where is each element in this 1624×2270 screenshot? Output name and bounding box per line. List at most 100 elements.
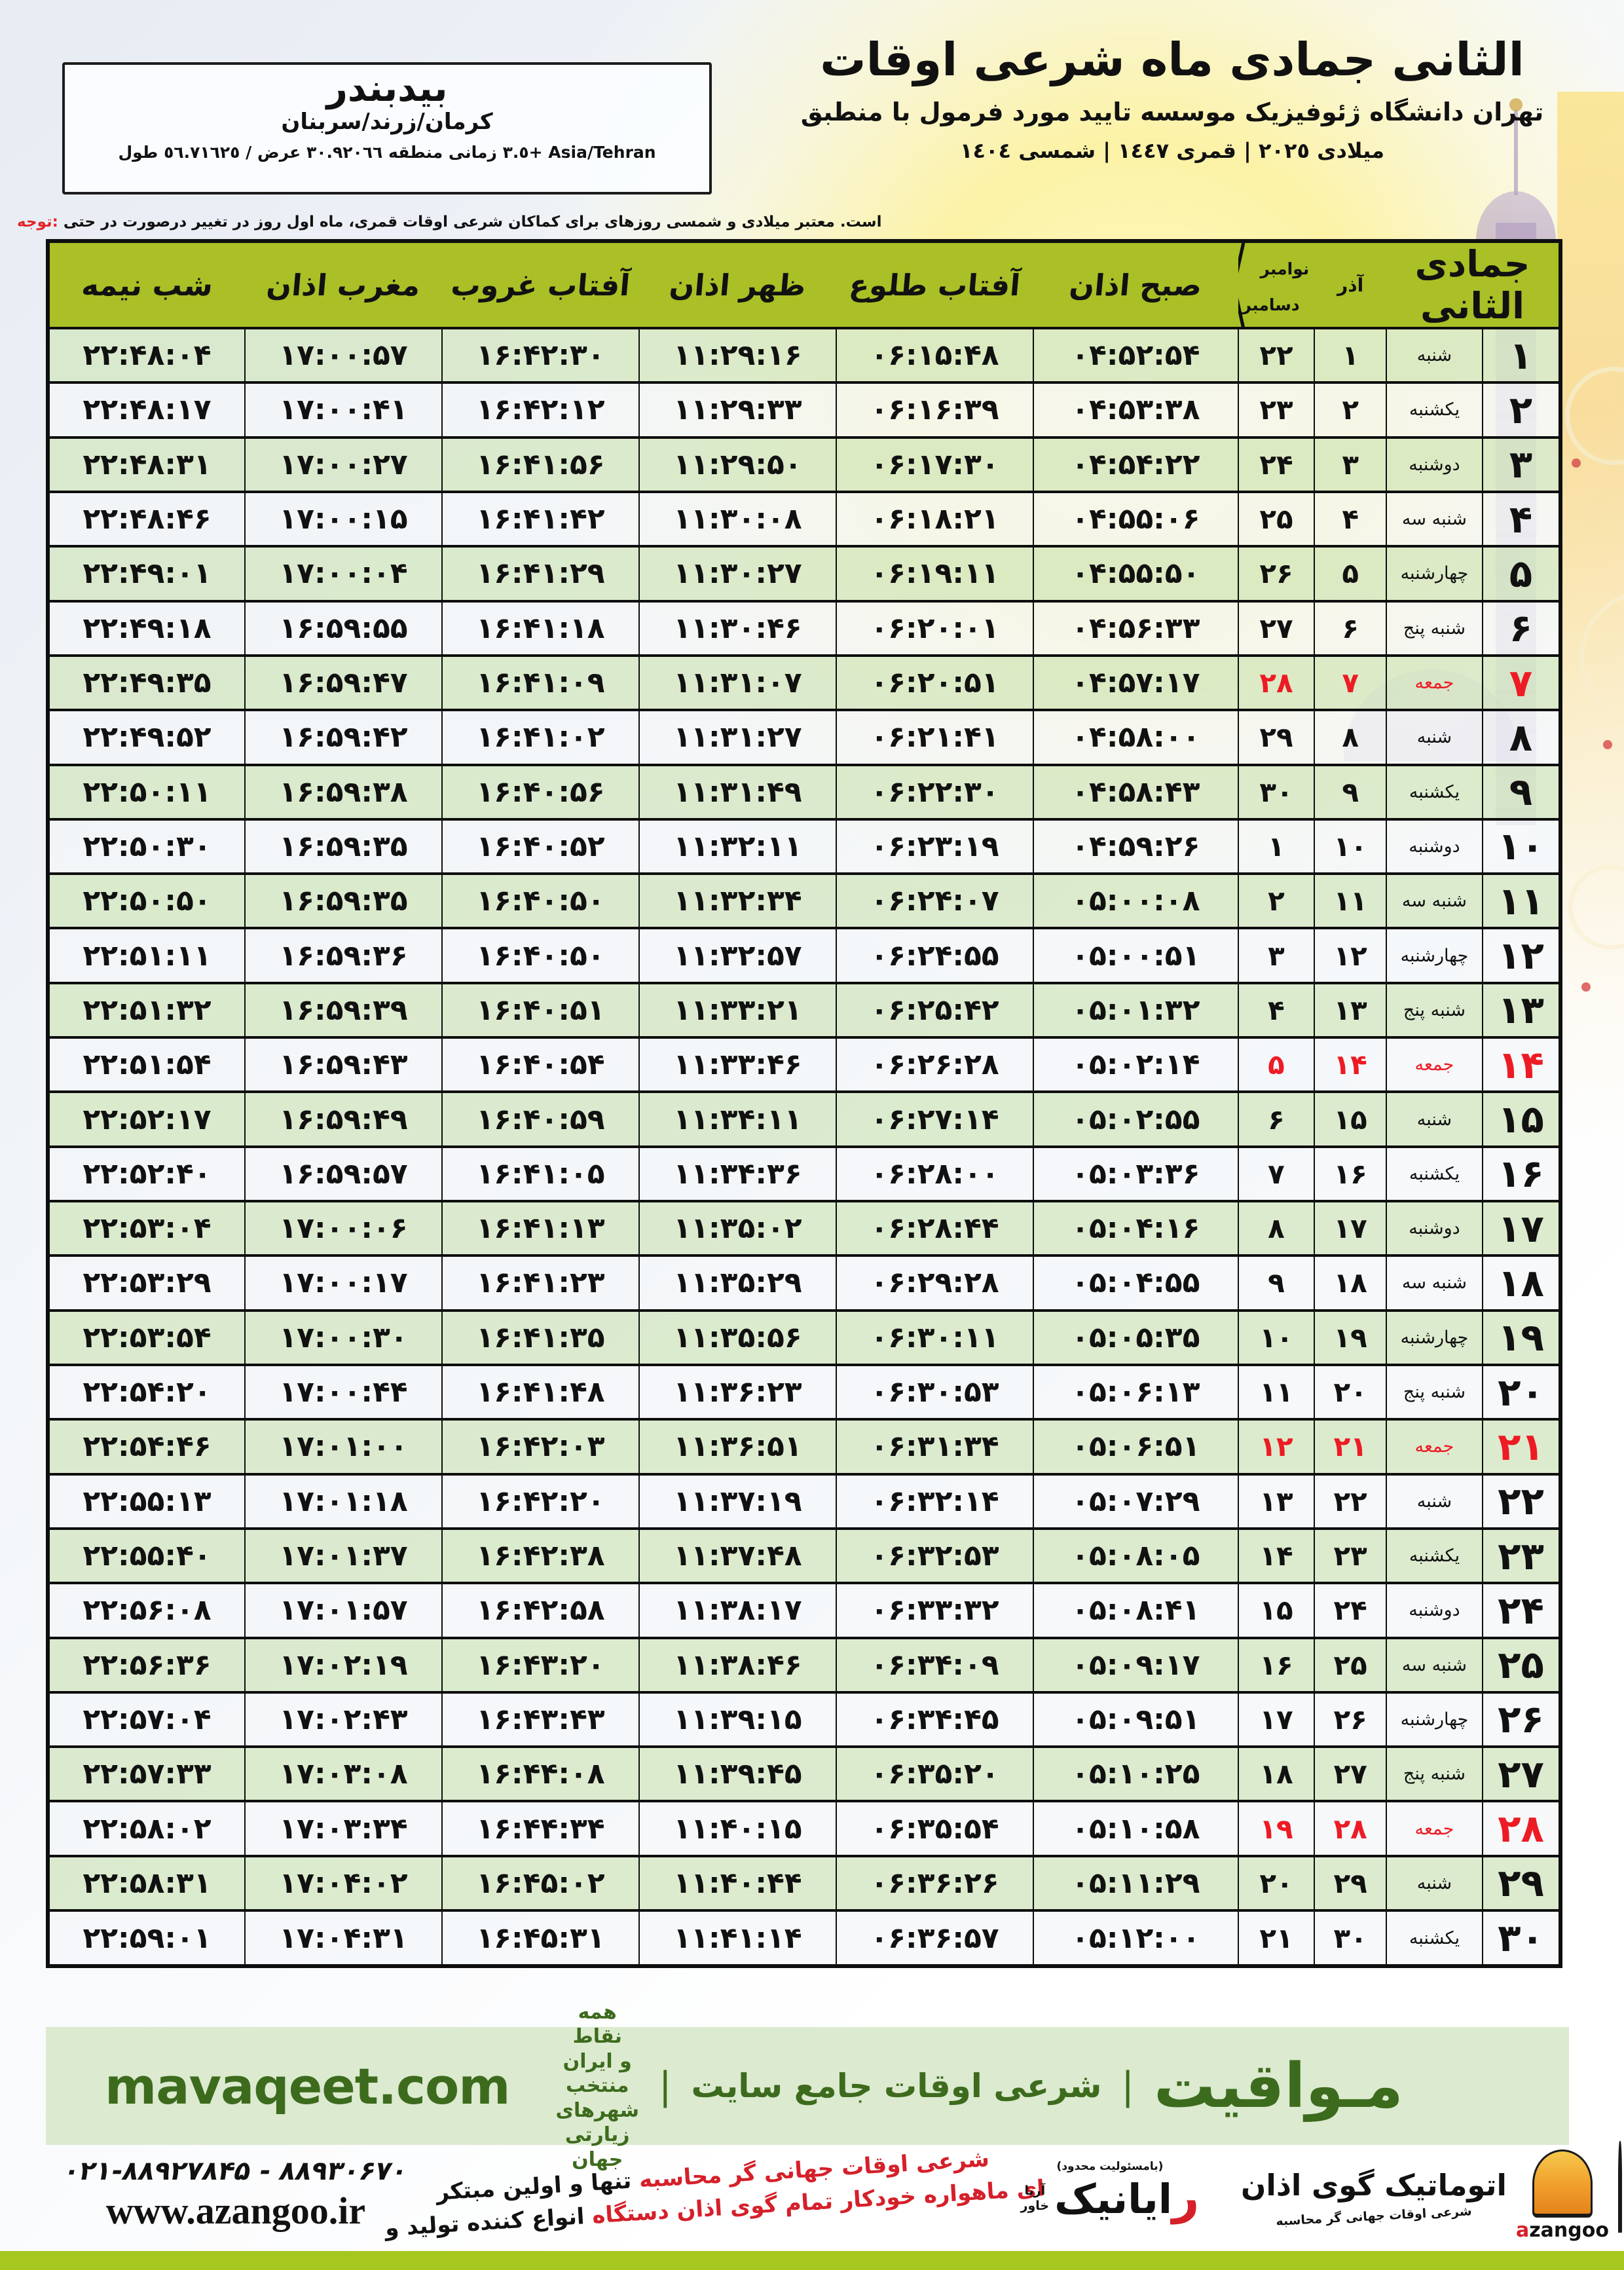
table-row: ۲۲:۴۸:۴۶ ۱۷:۰۰:۱۵ ۱۶:۴۱:۴۲ ۱۱:۳۰:۰۸ ۰۶:۱… [47,490,1560,547]
cell-jumada-day: ۲۰ [1481,1363,1560,1420]
cell-gregorian-day: ۲۶ [1237,545,1315,601]
cell-gregorian-day: ۷ [1237,1145,1315,1201]
cell-jumada-day: ۲۳ [1481,1527,1560,1584]
cell-dhuhr: ۱۱:۳۳:۴۶ [638,1036,836,1092]
cell-sunrise: ۰۶:۳۶:۲۶ [836,1854,1033,1911]
table-row: ۲۲:۵۷:۳۳ ۱۷:۰۳:۰۸ ۱۶:۴۴:۰۸ ۱۱:۳۹:۴۵ ۰۶:۳… [47,1745,1560,1802]
cell-weekday: جمعه [1385,654,1483,711]
mavaqeet-url: mavaqeet.com [105,2056,510,2115]
cell-weekday: چهارشنبه [1385,545,1483,601]
cell-sunrise: ۰۶:۱۵:۴۸ [836,326,1033,383]
cell-azar-day: ۲۶ [1314,1690,1386,1747]
cell-dhuhr: ۱۱:۳۴:۱۱ [638,1090,836,1147]
rayanik-subtext-aria: آریا [1024,2184,1046,2199]
cell-fajr: ۰۴:۵۸:۴۳ [1033,763,1238,819]
cell-azar-day: ۳ [1314,436,1386,492]
cell-jumada-day: ۳۰ [1481,1909,1560,1966]
mosque-finial-ball [1509,98,1522,111]
cell-sunrise: ۰۶:۱۸:۲۱ [836,490,1033,547]
cell-sunset: ۱۶:۴۱:۰۵ [441,1145,639,1201]
cell-jumada-day: ۱۴ [1481,1036,1560,1092]
cell-dhuhr: ۱۱:۲۹:۵۰ [638,436,836,492]
cell-jumada-day: ۲۱ [1481,1418,1560,1474]
cell-fajr: ۰۵:۱۰:۲۵ [1033,1745,1238,1802]
cell-weekday: دوشنبه [1385,1199,1483,1256]
cell-weekday: جمعه [1385,1800,1483,1856]
cell-jumada-day: ۶ [1481,599,1560,656]
table-row: ۲۲:۵۴:۴۶ ۱۷:۰۱:۰۰ ۱۶:۴۲:۰۳ ۱۱:۳۶:۵۱ ۰۶:۳… [47,1418,1560,1474]
cell-maghrib: ۱۶:۵۹:۴۷ [244,654,442,711]
cell-maghrib: ۱۷:۰۰:۲۷ [244,436,442,492]
cell-sunrise: ۰۶:۱۶:۳۹ [836,381,1033,437]
cell-weekday: شنبه [1385,1854,1483,1911]
cell-sunrise: ۰۶:۲۸:۴۴ [836,1199,1033,1256]
table-row: ۲۲:۴۸:۱۷ ۱۷:۰۰:۴۱ ۱۶:۴۲:۱۲ ۱۱:۲۹:۳۳ ۰۶:۱… [47,381,1560,437]
cell-fajr: ۰۴:۵۳:۳۸ [1033,381,1238,437]
cell-jumada-day: ۹ [1481,763,1560,819]
col-header-sunset: غروب آفتاب [438,241,643,328]
cell-dhuhr: ۱۱:۳۱:۰۷ [638,654,836,711]
cell-weekday: پنج شنبه [1385,981,1483,1038]
cell-midnight: ۲۲:۵۲:۴۰ [47,1145,245,1201]
cell-dhuhr: ۱۱:۲۹:۱۶ [638,326,836,383]
cell-maghrib: ۱۶:۵۹:۳۸ [244,763,442,819]
cell-midnight: ۲۲:۴۹:۳۵ [47,654,245,711]
cell-fajr: ۰۵:۰۹:۱۷ [1033,1636,1238,1692]
cell-dhuhr: ۱۱:۳۱:۲۷ [638,709,836,765]
cell-midnight: ۲۲:۴۹:۱۸ [47,599,245,656]
cell-weekday: پنج شنبه [1385,599,1483,656]
cell-sunset: ۱۶:۴۱:۳۵ [441,1309,639,1365]
cell-jumada-day: ۵ [1481,545,1560,601]
cell-sunrise: ۰۶:۲۹:۲۸ [836,1254,1033,1311]
cell-fajr: ۰۵:۰۹:۵۱ [1033,1690,1238,1747]
rayanik-wordmark: رایانیک [1054,2173,1199,2220]
cell-sunrise: ۰۶:۲۷:۱۴ [836,1090,1033,1147]
cell-fajr: ۰۵:۰۲:۵۵ [1033,1090,1238,1147]
cell-weekday: یکشنبه [1385,381,1483,437]
cell-dhuhr: ۱۱:۳۱:۴۹ [638,763,836,819]
table-row: ۲۲:۵۵:۴۰ ۱۷:۰۱:۳۷ ۱۶:۴۲:۳۸ ۱۱:۳۷:۴۸ ۰۶:۳… [47,1527,1560,1584]
cell-midnight: ۲۲:۵۷:۰۴ [47,1690,245,1747]
cell-jumada-day: ۲۴ [1481,1582,1560,1638]
table-header-row: نیمه شب اذان مغرب غروب آفتاب اذان ظهر طل… [44,240,1560,328]
cell-sunset: ۱۶:۴۱:۵۶ [441,436,639,492]
table-row: ۲۲:۵۱:۱۱ ۱۶:۵۹:۳۶ ۱۶:۴۰:۵۰ ۱۱:۳۲:۵۷ ۰۶:۲… [47,927,1560,983]
cell-maghrib: ۱۷:۰۱:۱۸ [244,1472,442,1529]
table-row: ۲۲:۵۷:۰۴ ۱۷:۰۲:۴۳ ۱۶:۴۳:۴۳ ۱۱:۳۹:۱۵ ۰۶:۳… [47,1690,1560,1747]
cell-sunrise: ۰۶:۳۰:۱۱ [836,1309,1033,1365]
cell-midnight: ۲۲:۵۹:۰۱ [47,1909,245,1966]
cell-maghrib: ۱۷:۰۰:۰۶ [244,1199,442,1256]
cell-sunrise: ۰۶:۳۰:۵۳ [836,1363,1033,1420]
table-row: ۲۲:۵۵:۱۳ ۱۷:۰۱:۱۸ ۱۶:۴۲:۲۰ ۱۱:۳۷:۱۹ ۰۶:۳… [47,1472,1560,1529]
location-region: سربنان/زرند/کرمان [281,108,493,135]
cell-maghrib: ۱۶:۵۹:۳۹ [244,981,442,1038]
cell-fajr: ۰۵:۰۵:۳۵ [1033,1309,1238,1365]
cell-sunset: ۱۶:۴۲:۱۲ [441,381,639,437]
cell-azar-day: ۱۷ [1314,1199,1386,1256]
cell-fajr: ۰۴:۵۸:۰۰ [1033,709,1238,765]
cell-maghrib: ۱۷:۰۰:۰۴ [244,545,442,601]
cell-azar-day: ۱ [1314,326,1386,383]
cell-weekday: جمعه [1385,1036,1483,1092]
cell-sunset: ۱۶:۴۲:۳۰ [441,326,639,383]
cell-sunrise: ۰۶:۳۴:۰۹ [836,1636,1033,1692]
cell-dhuhr: ۱۱:۴۰:۴۴ [638,1854,836,1911]
cell-gregorian-day: ۴ [1237,981,1315,1038]
cell-gregorian-day: ۱۷ [1237,1690,1315,1747]
table-row: ۲۲:۴۹:۱۸ ۱۶:۵۹:۵۵ ۱۶:۴۱:۱۸ ۱۱:۳۰:۴۶ ۰۶:۲… [47,599,1560,656]
cell-fajr: ۰۵:۱۰:۵۸ [1033,1800,1238,1856]
cell-weekday: پنج شنبه [1385,1363,1483,1420]
cell-dhuhr: ۱۱:۳۲:۱۱ [638,817,836,874]
cell-fajr: ۰۵:۰۴:۱۶ [1033,1199,1238,1256]
cell-weekday: چهارشنبه [1385,1690,1483,1747]
cell-weekday: چهارشنبه [1385,927,1483,983]
cell-jumada-day: ۱۹ [1481,1309,1560,1365]
cell-maghrib: ۱۶:۵۹:۳۶ [244,927,442,983]
cell-sunrise: ۰۶:۲۵:۴۲ [836,981,1033,1038]
cell-fajr: ۰۵:۰۶:۱۳ [1033,1363,1238,1420]
cell-midnight: ۲۲:۵۴:۴۶ [47,1418,245,1474]
cell-gregorian-day: ۲۳ [1237,381,1315,437]
cell-gregorian-day: ۲۲ [1237,326,1315,383]
table-row: ۲۲:۴۹:۳۵ ۱۶:۵۹:۴۷ ۱۶:۴۱:۰۹ ۱۱:۳۱:۰۷ ۰۶:۲… [47,654,1560,711]
cell-dhuhr: ۱۱:۲۹:۳۳ [638,381,836,437]
